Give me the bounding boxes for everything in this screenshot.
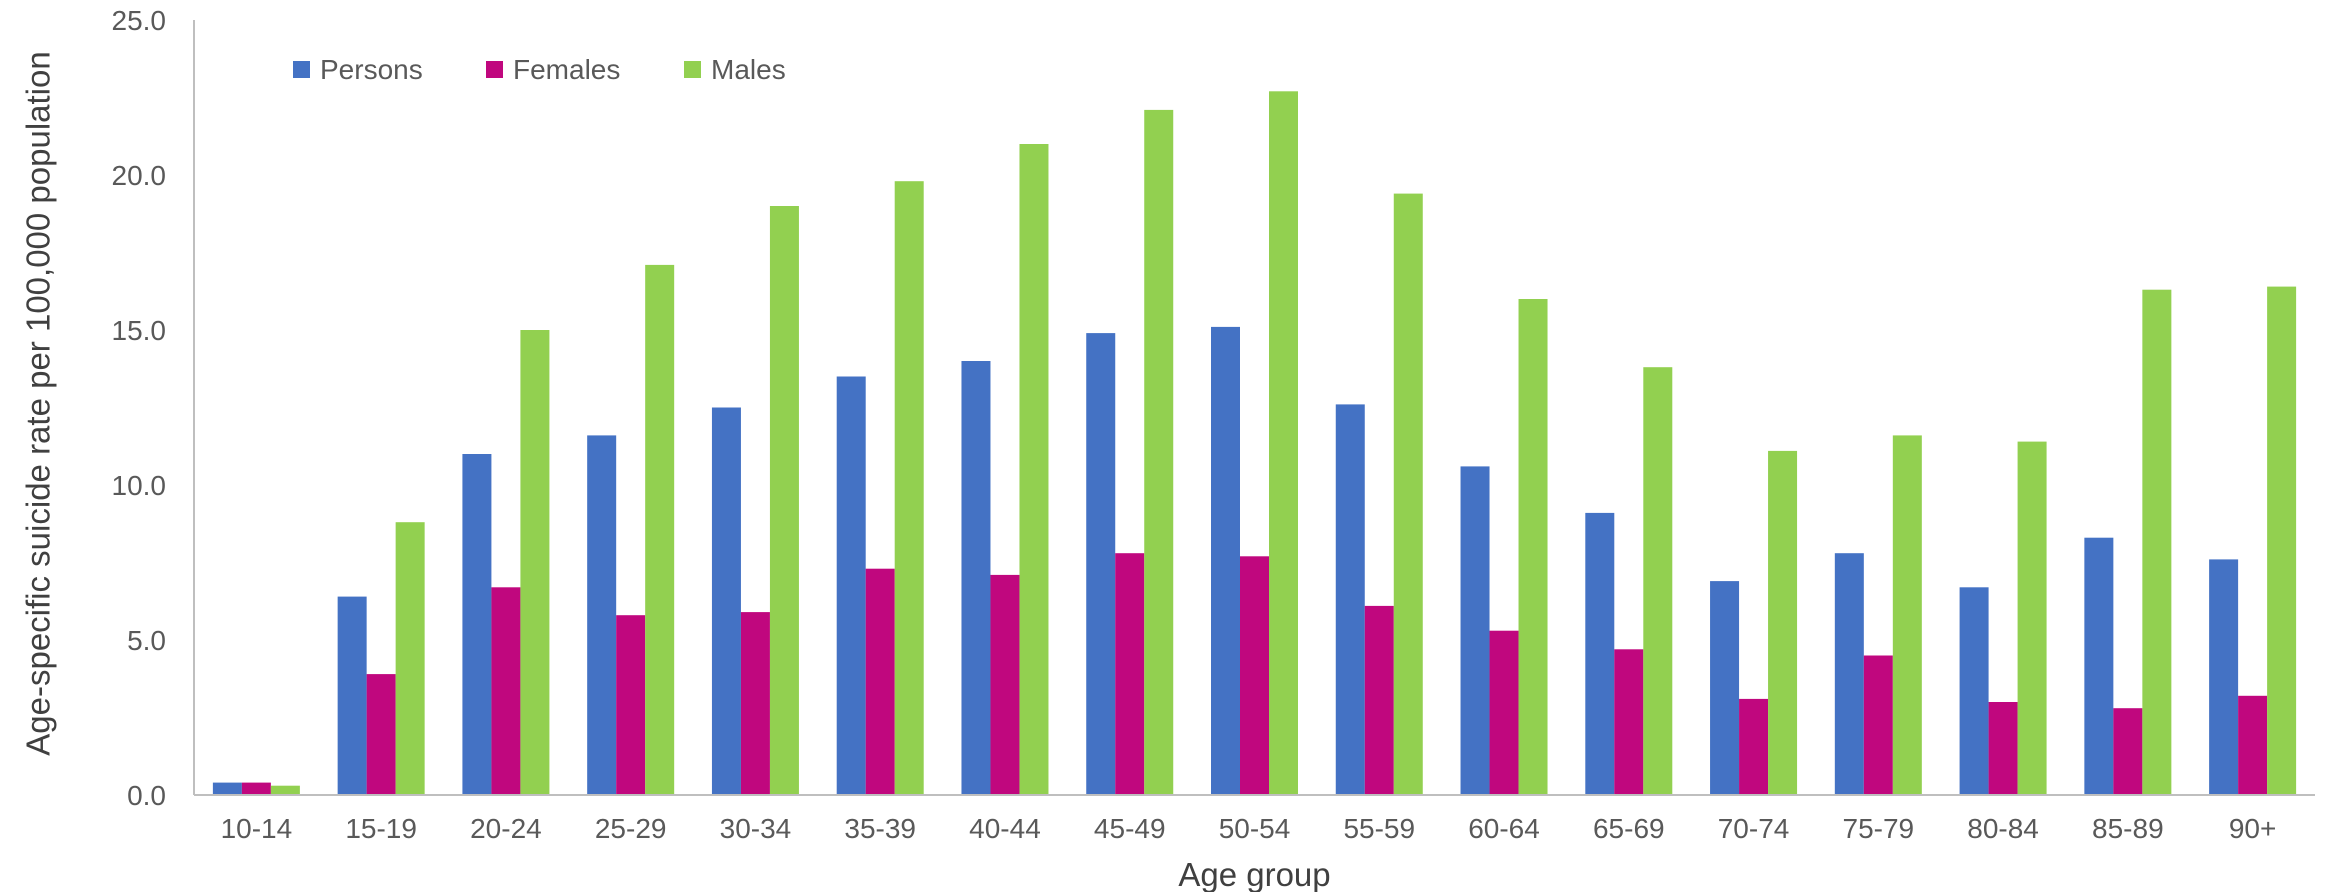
bar-persons-60-64: [1460, 466, 1490, 795]
bar-females-75-79: [1863, 655, 1893, 795]
bar-females-80-84: [1988, 702, 2018, 795]
x-tick-label: 60-64: [1468, 813, 1540, 844]
bar-persons-80-84: [1959, 587, 1989, 795]
bar-males-80-84: [2017, 441, 2047, 795]
legend-label-males: Males: [711, 54, 786, 85]
bar-males-65-69: [1643, 367, 1673, 795]
bar-males-40-44: [1019, 144, 1049, 795]
x-tick-label: 75-79: [1843, 813, 1915, 844]
bar-females-55-59: [1364, 605, 1394, 795]
bar-males-45-49: [1144, 109, 1174, 795]
y-axis-ticks: 0.0 5.0 10.0 15.0 20.0 25.0: [112, 5, 167, 811]
x-tick-label: 70-74: [1718, 813, 1790, 844]
x-axis-title: Age group: [1178, 856, 1330, 892]
bar-persons-35-39: [836, 376, 866, 795]
bar-females-25-29: [616, 615, 646, 795]
bar-males-35-39: [894, 181, 924, 795]
x-tick-label: 20-24: [470, 813, 542, 844]
bar-persons-15-19: [337, 596, 367, 795]
bar-males-90+: [2267, 286, 2297, 795]
x-tick-label: 90+: [2229, 813, 2277, 844]
bar-persons-55-59: [1335, 404, 1365, 795]
bar-persons-85-89: [2084, 537, 2114, 795]
x-tick-label: 55-59: [1343, 813, 1415, 844]
bar-persons-25-29: [587, 435, 617, 795]
bar-males-15-19: [395, 522, 425, 795]
y-tick-label: 10.0: [112, 470, 167, 501]
x-axis-ticks: 10-14 15-19 20-24 25-29 30-34 35-39 40-44 45-49…: [221, 813, 2277, 844]
bar-males-25-29: [645, 264, 675, 795]
bar-persons-40-44: [961, 361, 991, 795]
y-tick-label: 25.0: [112, 5, 167, 36]
x-tick-label: 85-89: [2092, 813, 2164, 844]
x-tick-label: 50-54: [1219, 813, 1291, 844]
bar-females-40-44: [990, 574, 1020, 795]
bar-persons-10-14: [212, 782, 242, 795]
bar-females-30-34: [740, 612, 770, 795]
bar-persons-70-74: [1710, 581, 1740, 795]
bar-females-70-74: [1739, 698, 1769, 795]
y-tick-label: 20.0: [112, 160, 167, 191]
x-tick-label: 45-49: [1094, 813, 1166, 844]
x-tick-label: 30-34: [720, 813, 792, 844]
bar-persons-30-34: [711, 407, 741, 795]
x-tick-label: 25-29: [595, 813, 667, 844]
bar-females-35-39: [865, 568, 895, 795]
bar-persons-45-49: [1086, 333, 1116, 795]
bar-females-50-54: [1240, 556, 1269, 795]
bar-females-65-69: [1614, 649, 1644, 795]
legend: Persons Females Males: [293, 54, 786, 85]
bar-persons-90+: [2209, 559, 2239, 795]
legend-swatch-females: [486, 61, 503, 78]
legend-swatch-persons: [293, 61, 310, 78]
bar-males-75-79: [1892, 435, 1922, 795]
bar-males-30-34: [769, 206, 799, 795]
bar-males-70-74: [1768, 450, 1798, 795]
y-axis-title: Age-specific suicide rate per 100,000 po…: [20, 51, 57, 755]
y-tick-label: 0.0: [127, 780, 166, 811]
bar-persons-20-24: [462, 454, 492, 795]
bar-males-50-54: [1269, 91, 1298, 796]
bar-females-90+: [2238, 695, 2268, 795]
bar-females-10-14: [241, 782, 271, 795]
legend-swatch-males: [684, 61, 701, 78]
y-tick-label: 5.0: [127, 625, 166, 656]
bar-males-10-14: [270, 785, 300, 795]
bar-males-60-64: [1518, 299, 1548, 795]
bar-males-20-24: [520, 330, 550, 795]
bars-group: [212, 91, 2297, 796]
x-tick-label: 35-39: [844, 813, 916, 844]
x-tick-label: 80-84: [1967, 813, 2039, 844]
legend-label-persons: Persons: [320, 54, 423, 85]
bar-persons-50-54: [1211, 326, 1240, 795]
bar-females-85-89: [2113, 708, 2143, 795]
x-tick-label: 65-69: [1593, 813, 1665, 844]
legend-label-females: Females: [513, 54, 620, 85]
x-tick-label: 15-19: [345, 813, 417, 844]
bar-females-60-64: [1489, 630, 1519, 795]
bar-females-20-24: [491, 587, 521, 795]
x-tick-label: 40-44: [969, 813, 1041, 844]
x-tick-label: 10-14: [221, 813, 293, 844]
bar-males-55-59: [1393, 193, 1423, 796]
bar-males-85-89: [2142, 289, 2172, 795]
bar-females-15-19: [366, 674, 396, 795]
y-tick-label: 15.0: [112, 315, 167, 346]
bar-persons-65-69: [1585, 512, 1615, 795]
bar-persons-75-79: [1834, 553, 1864, 795]
bar-females-45-49: [1115, 553, 1145, 795]
